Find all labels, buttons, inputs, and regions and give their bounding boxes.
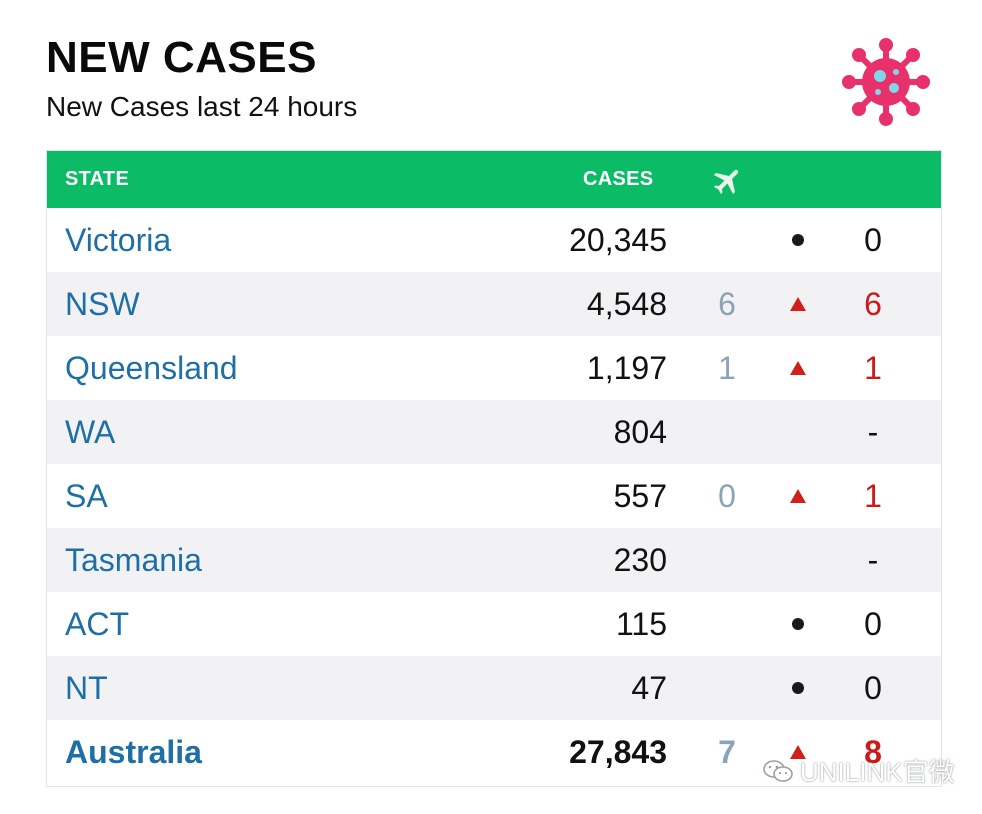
column-header-state: STATE xyxy=(65,168,130,190)
state-link[interactable]: SA xyxy=(65,478,108,514)
change-value: 8 xyxy=(864,734,882,770)
imported-value: 0 xyxy=(718,478,736,514)
state-link[interactable]: WA xyxy=(65,414,116,450)
cases-value: 27,843 xyxy=(569,734,667,770)
change-value: - xyxy=(867,414,879,450)
column-header-cases: CASES xyxy=(583,168,654,190)
table-row: NT 47 0 xyxy=(47,656,941,720)
no-change-dot-icon xyxy=(792,618,804,630)
table-header: STATE CASES xyxy=(47,151,941,208)
new-cases-table: STATE CASES Victoria 20,345 0 NSW 4,548 6 6 Que… xyxy=(46,150,942,787)
change-value: 6 xyxy=(864,286,882,322)
trend-indicator xyxy=(782,592,814,656)
page-subtitle: New Cases last 24 hours xyxy=(46,91,358,122)
change-value: 0 xyxy=(864,670,882,706)
no-change-dot-icon xyxy=(792,234,804,246)
imported-value xyxy=(707,592,747,656)
state-link[interactable]: NT xyxy=(65,670,108,706)
cases-value: 20,345 xyxy=(569,222,667,258)
cases-value: 557 xyxy=(613,478,667,514)
imported-value: 6 xyxy=(718,286,736,322)
change-value: 0 xyxy=(864,222,882,258)
change-value: 1 xyxy=(864,350,882,386)
change-value: 0 xyxy=(864,606,882,642)
increase-triangle-icon xyxy=(790,361,806,375)
trend-indicator xyxy=(782,400,814,464)
trend-indicator xyxy=(782,272,814,336)
increase-triangle-icon xyxy=(790,297,806,311)
trend-indicator xyxy=(782,336,814,400)
increase-triangle-icon xyxy=(790,745,806,759)
state-link[interactable]: Victoria xyxy=(65,222,172,258)
page-header: NEW CASES New Cases last 24 hours xyxy=(46,34,357,124)
no-change-dot-icon xyxy=(792,682,804,694)
plane-icon xyxy=(713,169,739,195)
trend-indicator xyxy=(782,464,814,528)
wechat-icon xyxy=(763,759,793,782)
table-row: WA 804 - xyxy=(47,400,941,464)
cases-value: 47 xyxy=(631,670,667,706)
table-body: Victoria 20,345 0 NSW 4,548 6 6 Queensland 1,197… xyxy=(47,208,941,786)
imported-value xyxy=(707,528,747,592)
total-row: Australia 27,843 7 8 xyxy=(47,720,941,786)
imported-value: 7 xyxy=(718,734,736,770)
imported-value: 1 xyxy=(718,350,736,386)
watermark-text: UNILINK官微 xyxy=(800,757,955,787)
state-link[interactable]: ACT xyxy=(65,606,129,642)
trend-indicator xyxy=(782,656,814,720)
imported-value xyxy=(707,656,747,720)
cases-value: 115 xyxy=(615,606,667,642)
trend-indicator xyxy=(782,528,814,592)
state-link[interactable]: Australia xyxy=(65,734,202,770)
table-row: ACT 115 0 xyxy=(47,592,941,656)
state-link[interactable]: Tasmania xyxy=(65,542,202,578)
state-link[interactable]: Queensland xyxy=(65,350,238,386)
table-row: SA 557 0 1 xyxy=(47,464,941,528)
table-row: Queensland 1,197 1 1 xyxy=(47,336,941,400)
imported-value xyxy=(707,400,747,464)
increase-triangle-icon xyxy=(790,489,806,503)
table-row: Tasmania 230 - xyxy=(47,528,941,592)
trend-indicator xyxy=(782,208,814,272)
cases-value: 1,197 xyxy=(586,350,667,386)
trend-indicator xyxy=(782,720,814,784)
table-row: NSW 4,548 6 6 xyxy=(47,272,941,336)
imported-value xyxy=(707,208,747,272)
watermark: UNILINK官微 xyxy=(762,752,955,789)
state-link[interactable]: NSW xyxy=(65,286,140,322)
virus-icon xyxy=(842,38,930,126)
cases-value: 230 xyxy=(613,542,667,578)
change-value: 1 xyxy=(864,478,882,514)
page-title: NEW CASES xyxy=(46,33,317,82)
change-value: - xyxy=(867,542,879,578)
table-row: Victoria 20,345 0 xyxy=(47,208,941,272)
cases-value: 4,548 xyxy=(586,286,667,322)
cases-value: 804 xyxy=(613,414,667,450)
